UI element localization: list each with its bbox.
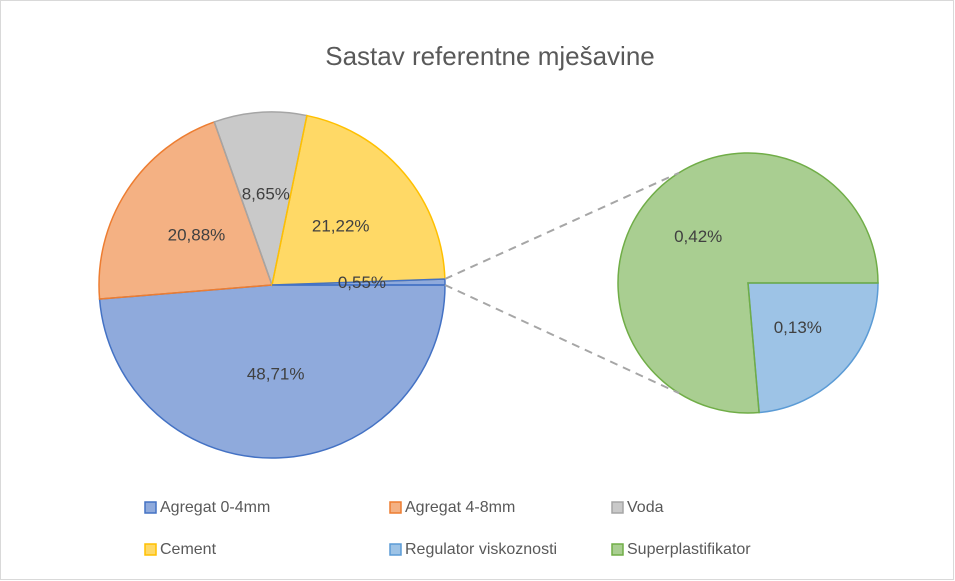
data-label: 48,71% (247, 364, 305, 383)
data-label: 0,55% (338, 273, 386, 292)
connector-line (444, 171, 680, 280)
legend-swatch (389, 543, 402, 556)
pie-slice (213, 111, 308, 288)
connector-line (444, 284, 680, 395)
data-label: 0,13% (774, 318, 822, 337)
legend-label: Cement (160, 541, 217, 558)
pie-slice (98, 284, 446, 459)
legend-label: Regulator viskoznosti (405, 541, 557, 558)
legend-swatch (611, 501, 624, 514)
pie-slice (98, 120, 274, 300)
legend-label: Agregat 0-4mm (160, 499, 270, 516)
data-label: 8,65% (242, 185, 290, 204)
legend-swatch (389, 501, 402, 514)
data-label: 20,88% (168, 226, 226, 245)
pie-slice (747, 282, 879, 414)
pie-slice (271, 278, 446, 286)
legend-label: Voda (627, 499, 664, 516)
data-label: 0,42% (674, 227, 722, 246)
legend-swatch (144, 543, 157, 556)
pie-slice (617, 152, 879, 414)
legend-label: Agregat 4-8mm (405, 499, 515, 516)
chart-title: Sastav referentne mješavine (325, 41, 655, 71)
legend-swatch (144, 501, 157, 514)
legend-label: Superplastifikator (627, 541, 751, 558)
pie-slice (271, 114, 446, 286)
data-label: 21,22% (312, 216, 370, 235)
legend-swatch (611, 543, 624, 556)
